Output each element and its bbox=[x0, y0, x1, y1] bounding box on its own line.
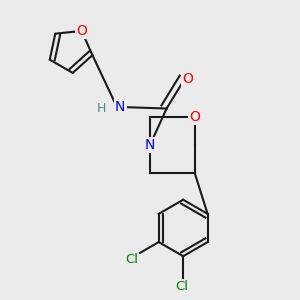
Text: N: N bbox=[115, 100, 125, 114]
Text: O: O bbox=[76, 24, 87, 38]
Text: Cl: Cl bbox=[125, 253, 138, 266]
Text: N: N bbox=[145, 138, 155, 152]
Text: O: O bbox=[183, 72, 194, 86]
Text: Cl: Cl bbox=[175, 280, 188, 292]
Text: O: O bbox=[189, 110, 200, 124]
Text: H: H bbox=[97, 102, 106, 115]
